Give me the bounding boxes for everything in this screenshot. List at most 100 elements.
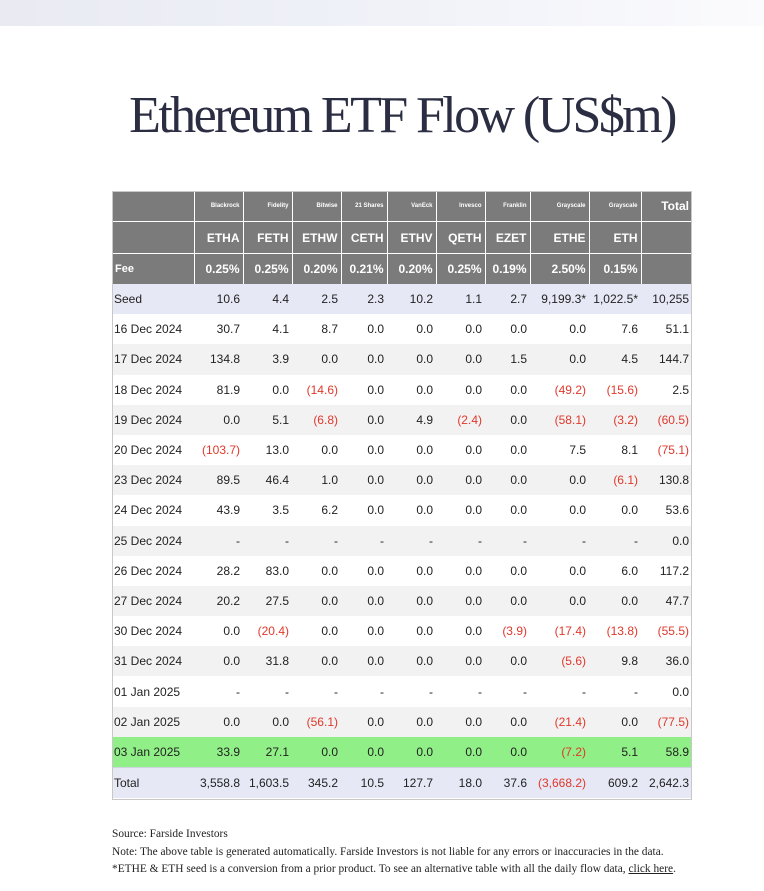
- alternative-table-link[interactable]: click here: [628, 863, 674, 875]
- fee-header-cell: 0.25%: [436, 253, 486, 284]
- footer: Source: Farside Investors Note: The abov…: [112, 826, 692, 879]
- issuer-header-cell: [112, 191, 195, 222]
- source-note: Source: Farside Investors: [112, 828, 228, 840]
- flow-cell: 0.0: [223, 624, 240, 639]
- flow-cell: 0.0: [510, 503, 527, 518]
- flow-cell: (21.4): [530, 706, 589, 737]
- table-row: Total 3,558.8 1,603.5 345.2 10.5 127.7 18.0 37.…: [112, 767, 692, 799]
- flow-cell: 1.1: [436, 284, 485, 315]
- table-row: 20 Dec 2024 (103.7) 13.0 0.0 0.0 0.0 0.0 0.0 7.5…: [112, 435, 692, 465]
- flow-cell: 0.0: [416, 563, 433, 578]
- issuer-header-cell: Invesco: [436, 191, 486, 222]
- flow-cell: 58.9: [641, 736, 692, 768]
- flow-cell: 0.0: [387, 706, 436, 737]
- table-row: 16 Dec 2024 30.7 4.1 8.7 0.0 0.0 0.0 0.0 0.0 7.6 5…: [112, 314, 692, 344]
- flow-cell: 609.2: [589, 767, 641, 799]
- flow-cell: 0.0: [510, 563, 527, 578]
- flow-cell: 10,255: [641, 284, 692, 315]
- row-label: 30 Dec 2024: [114, 624, 183, 639]
- issuer-header-cell: Total: [641, 191, 692, 222]
- flow-cell: 7.5: [569, 443, 586, 458]
- ticker-header-row: ETHA FETH ETHW CETH ETHV QETH EZET ETHE ETH: [112, 221, 692, 254]
- flow-cell: 3.5: [272, 503, 289, 518]
- fee-header-cell: 2.50%: [530, 253, 590, 284]
- flow-cell: (6.1): [589, 465, 641, 496]
- table-row: 17 Dec 2024 134.8 3.9 0.0 0.0 0.0 0.0 1.5 0.0 4.5…: [112, 344, 692, 375]
- disclaimer-note: Note: The above table is generated autom…: [112, 844, 692, 879]
- flow-cell: 31.8: [243, 646, 292, 677]
- flow-cell: 51.1: [665, 322, 689, 337]
- flow-cell: 4.9: [387, 404, 436, 435]
- flow-cell: 117.2: [659, 563, 689, 578]
- flow-cell: 2.5: [292, 284, 341, 315]
- flow-cell: 0.0: [485, 646, 530, 677]
- flow-cell: 0.0: [367, 322, 384, 337]
- flow-cell: 134.8: [194, 344, 243, 375]
- flow-cell: 0.0: [465, 322, 482, 337]
- row-label: 26 Dec 2024: [114, 563, 183, 578]
- flow-cell: -: [194, 525, 243, 556]
- flow-cell: -: [530, 525, 589, 556]
- flow-cell: -: [236, 684, 240, 699]
- flow-cell: 0.0: [416, 503, 433, 518]
- flow-cell: 30.7: [216, 322, 240, 337]
- issuer-header-cell: Fidelity: [243, 191, 293, 222]
- table-row: 01 Jan 2025 - - - - - - - - - 0.0: [112, 676, 692, 706]
- flow-cell: 28.2: [216, 563, 240, 578]
- flow-cell: 0.0: [485, 465, 530, 496]
- flow-cell: 0.0: [341, 585, 387, 617]
- flow-cell: (15.6): [606, 382, 638, 397]
- flow-cell: (17.4): [554, 624, 586, 639]
- flow-cell: (60.5): [641, 404, 692, 435]
- table-row: Seed 10.6 4.4 2.5 2.3 10.2 1.1 2.7 9,199.3* 1,022…: [112, 284, 692, 315]
- flow-cell: 0.0: [387, 646, 436, 677]
- flow-cell: 0.0: [387, 585, 436, 617]
- ticker-header-cell: ETHV: [387, 221, 437, 254]
- fee-header-cell: 0.19%: [485, 253, 531, 284]
- flow-cell: 0.0: [510, 443, 527, 458]
- table-row: 03 Jan 2025 33.9 27.1 0.0 0.0 0.0 0.0 0.0 (7.2) 5…: [112, 736, 692, 768]
- flow-cell: 0.0: [341, 736, 387, 768]
- flow-cell: 9,199.3*: [530, 284, 589, 315]
- fee-header-cell: 0.21%: [341, 253, 388, 284]
- flow-cell: 0.0: [436, 344, 485, 375]
- row-label: 18 Dec 2024: [114, 382, 183, 397]
- flow-cell: 0.0: [292, 344, 341, 375]
- ticker-header-cell: QETH: [436, 221, 486, 254]
- flow-cell: 8.7: [321, 322, 338, 337]
- flow-cell: 4.5: [589, 344, 641, 375]
- flow-cell: -: [436, 525, 485, 556]
- etf-flow-table: Blackrock Fidelity Bitwise 21 Shares VanEck I…: [112, 191, 692, 799]
- issuer-header-cell: Bitwise: [292, 191, 342, 222]
- flow-cell: 0.0: [341, 646, 387, 677]
- flow-cell: 0.0: [465, 563, 482, 578]
- flow-cell: -: [429, 684, 433, 699]
- flow-cell: 0.0: [589, 706, 641, 737]
- flow-cell: 33.9: [194, 736, 243, 768]
- flow-cell: 0.0: [416, 322, 433, 337]
- top-banner: [0, 0, 764, 26]
- flow-cell: (20.4): [257, 624, 289, 639]
- flow-cell: (56.1): [292, 706, 341, 737]
- flow-cell: 0.0: [530, 585, 589, 617]
- flow-cell: 10.6: [194, 284, 243, 315]
- table-row: 18 Dec 2024 81.9 0.0 (14.6) 0.0 0.0 0.0 0.0 (49.…: [112, 375, 692, 405]
- row-label: Total: [112, 767, 194, 799]
- flow-cell: 0.0: [530, 465, 589, 496]
- flow-cell: 6.2: [321, 503, 338, 518]
- flow-cell: 18.0: [436, 767, 485, 799]
- flow-cell: (58.1): [530, 404, 589, 435]
- issuer-header-cell: Franklin: [485, 191, 531, 222]
- table-row: 24 Dec 2024 43.9 3.5 6.2 0.0 0.0 0.0 0.0 0.0 0.0 5…: [112, 495, 692, 525]
- flow-cell: 36.0: [641, 646, 692, 677]
- flow-cell: 0.0: [416, 624, 433, 639]
- flow-cell: (14.6): [306, 382, 338, 397]
- flow-cell: 20.2: [194, 585, 243, 617]
- flow-cell: 8.1: [621, 443, 638, 458]
- row-label: 24 Dec 2024: [114, 503, 183, 518]
- fee-header-cell: 0.25%: [243, 253, 293, 284]
- flow-cell: -: [285, 684, 289, 699]
- flow-cell: 5.1: [243, 404, 292, 435]
- flow-cell: 10.5: [341, 767, 387, 799]
- flow-cell: 0.0: [569, 503, 586, 518]
